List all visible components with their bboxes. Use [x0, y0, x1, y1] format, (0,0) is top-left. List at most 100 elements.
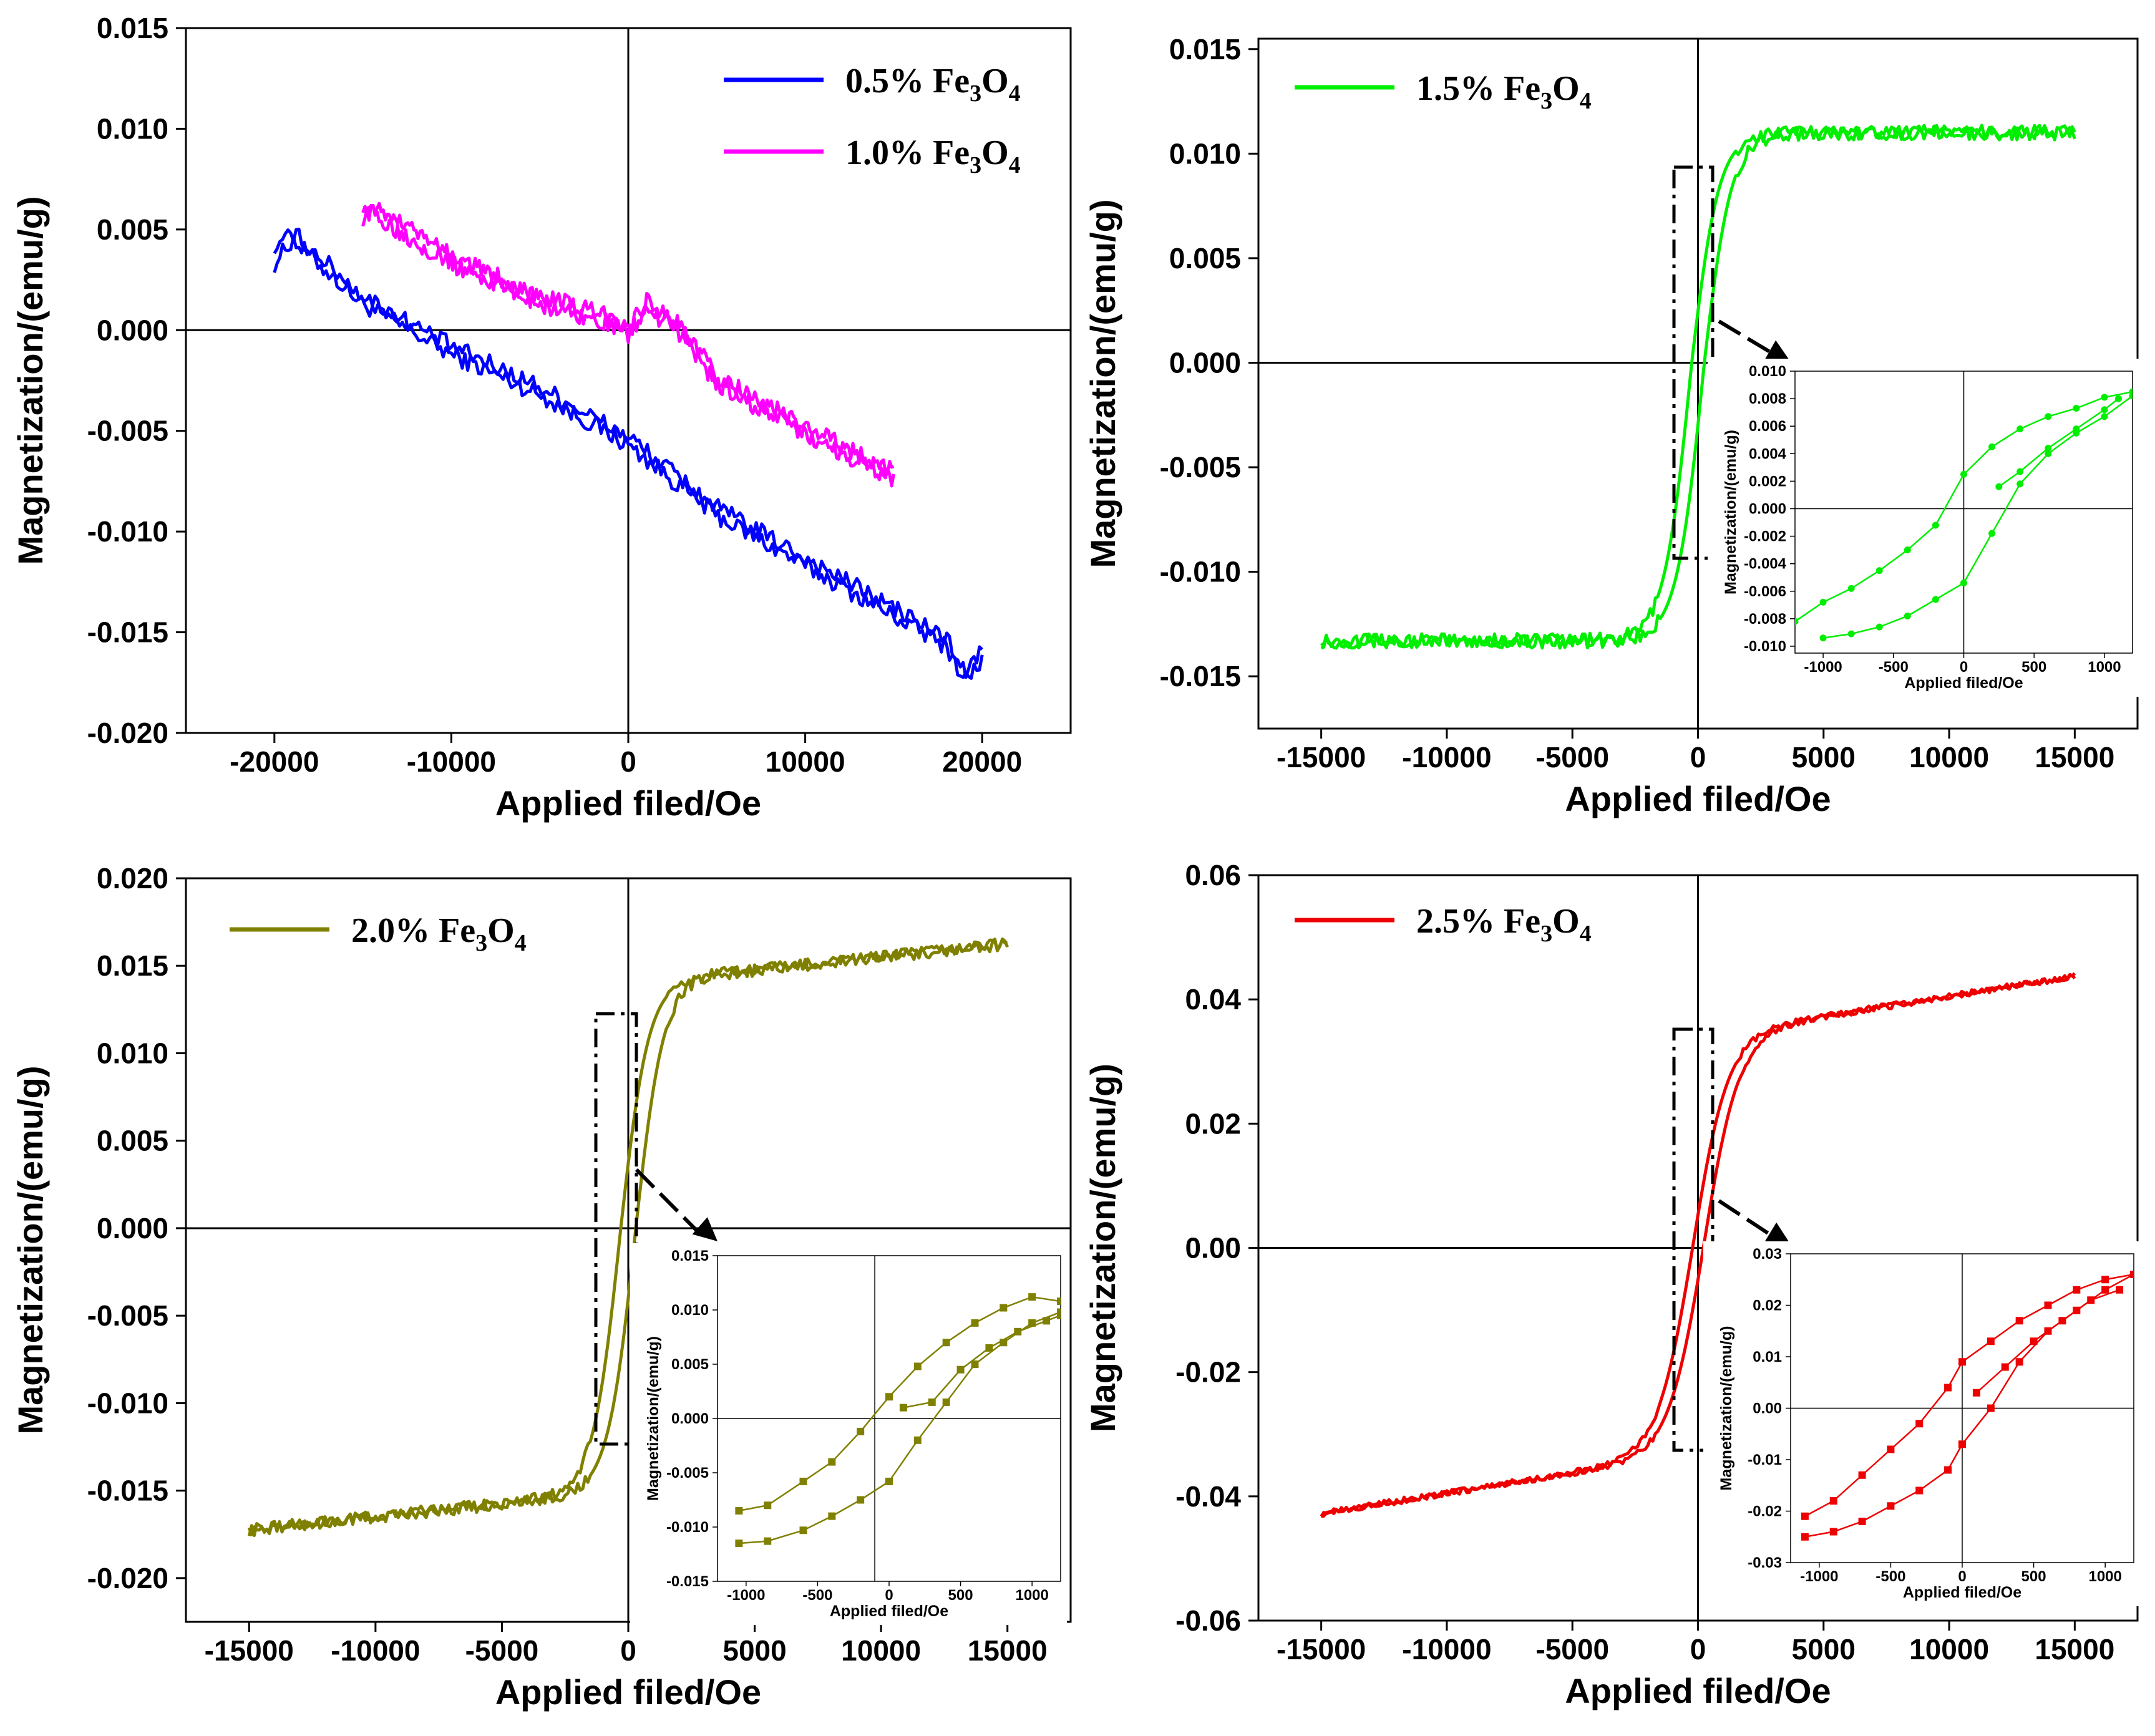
inset-background [1708, 359, 2139, 697]
x-tick-label: -20000 [230, 745, 319, 778]
inset-marker [1904, 612, 1911, 619]
y-tick-label: 0.010 [1749, 363, 1786, 380]
inset-marker [1960, 470, 1967, 478]
x-axis-label: Applied filed/Oe [495, 1672, 761, 1712]
y-tick-label: 0.06 [1185, 859, 1241, 891]
inset-marker [1960, 579, 1967, 587]
inset-background [630, 1243, 1067, 1625]
x-tick-label: 15000 [2035, 741, 2114, 773]
inset-marker [1875, 623, 1883, 631]
inset-marker [1958, 1358, 1966, 1366]
zoom-box [1672, 165, 1715, 560]
y-axis-label: Magnetization/(emu/g) [1718, 1326, 1735, 1491]
inset-marker [2030, 1337, 2038, 1346]
x-tick-label: 500 [948, 1587, 973, 1604]
inset-marker [885, 1393, 893, 1401]
x-tick-label: -5000 [1535, 1633, 1609, 1666]
x-tick-label: 10000 [766, 745, 845, 778]
series-line [273, 228, 983, 679]
y-tick-label: 0.000 [671, 1410, 709, 1427]
y-tick-label: -0.02 [1175, 1356, 1241, 1389]
y-tick-label: 0.005 [97, 213, 168, 246]
inset-area [735, 1293, 1061, 1548]
y-axis-label: Magnetization/(emu/g) [1083, 199, 1122, 568]
y-tick-label: 0.015 [671, 1248, 709, 1264]
inset-marker [971, 1319, 979, 1327]
zoom-arrow-line [1718, 1199, 1773, 1238]
x-tick-label: -15000 [205, 1634, 294, 1667]
y-tick-label: 0.015 [97, 949, 168, 982]
inset-branch-line [1976, 1289, 2120, 1394]
inset-marker [764, 1537, 772, 1545]
y-tick-label: -0.020 [87, 1562, 168, 1594]
y-tick-label: 0.005 [671, 1356, 709, 1373]
inset-marker [1932, 521, 1939, 529]
y-tick-label: 0.005 [1169, 242, 1241, 274]
y-tick-label: -0.010 [1160, 556, 1241, 588]
y-tick-label: 0.000 [1749, 500, 1786, 517]
x-tick-label: 0 [620, 1634, 636, 1667]
inset-marker [913, 1362, 922, 1370]
y-tick-label: -0.005 [87, 1299, 168, 1332]
inset-area [1795, 388, 2133, 642]
inset-marker [2016, 468, 2024, 475]
inset-marker [2016, 480, 2024, 488]
inset-marker [1972, 1389, 1980, 1397]
inset-branch-line [739, 1311, 1061, 1544]
legend-label: 0.5% Fe3O4 [845, 62, 1021, 107]
y-tick-label: 0.03 [1753, 1246, 1782, 1263]
x-tick-label: 500 [2021, 659, 2046, 676]
inset-marker [2015, 1358, 2023, 1366]
x-tick-label: 0 [1960, 659, 1968, 676]
inset-marker [1932, 596, 1939, 603]
inset-marker [956, 1365, 965, 1374]
inset-marker [1795, 618, 1799, 625]
inset-marker [2001, 1363, 2009, 1371]
y-tick-label: 0.000 [97, 1212, 168, 1244]
inset-marker [1915, 1486, 1924, 1495]
y-tick-label: -0.015 [1160, 660, 1241, 692]
inset-marker [1904, 546, 1911, 554]
y-tick-label: 0.010 [1169, 137, 1241, 170]
inset-marker [2058, 1317, 2066, 1325]
inset-marker [2129, 392, 2133, 400]
legend-label: 2.5% Fe3O4 [1416, 902, 1592, 947]
x-tick-label: -15000 [1277, 741, 1366, 773]
zoom-arrow-head [1764, 1222, 1791, 1244]
x-tick-label: -5000 [1535, 741, 1609, 773]
inset-marker [2087, 1296, 2095, 1304]
inset-marker [1995, 483, 2003, 490]
x-tick-label: 0 [1958, 1568, 1966, 1585]
inset-marker [2130, 1271, 2134, 1278]
x-tick-label: 20000 [942, 745, 1022, 778]
y-axis-label: Magnetization/(emu/g) [11, 1065, 50, 1434]
inset-marker [828, 1512, 836, 1520]
y-tick-label: 0.002 [1749, 473, 1786, 490]
y-tick-label: -0.006 [1744, 583, 1786, 600]
inset-marker [2044, 1301, 2052, 1309]
x-tick-label: -1000 [727, 1587, 765, 1604]
y-tick-label: 0.000 [97, 314, 168, 346]
y-tick-label: -0.004 [1744, 556, 1787, 573]
x-tick-label: -500 [1879, 659, 1909, 676]
zoom-arrow-head [692, 1217, 718, 1241]
zoom-box [1672, 1027, 1715, 1452]
x-axis-label: Applied filed/Oe [495, 783, 761, 823]
y-tick-label: -0.015 [87, 616, 168, 649]
y-tick-label: 0.010 [97, 1037, 168, 1069]
x-axis-label: Applied filed/Oe [830, 1603, 948, 1620]
y-tick-label: -0.015 [666, 1573, 709, 1590]
inset-marker [1988, 443, 1996, 450]
inset-marker [942, 1339, 950, 1347]
inset-marker [1987, 1404, 1995, 1412]
inset-marker [1915, 1420, 1924, 1428]
inset-marker [985, 1344, 993, 1352]
y-tick-label: -0.002 [1744, 528, 1786, 545]
inset-marker [2073, 425, 2080, 433]
x-tick-label: 0 [620, 745, 636, 778]
y-tick-label: 0.010 [671, 1302, 709, 1319]
inset-marker [1829, 1497, 1837, 1505]
x-tick-label: -500 [802, 1587, 832, 1604]
inset-marker [1819, 634, 1827, 642]
